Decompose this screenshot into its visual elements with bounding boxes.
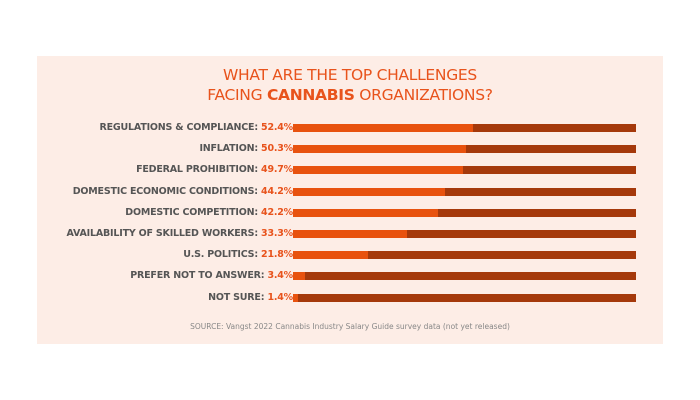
- value-label: 1.4%: [267, 291, 293, 303]
- value-label: 49.7%: [261, 164, 293, 176]
- bar-label: U.S. POLITICS: 21.8%: [183, 248, 293, 262]
- bar-fill: [293, 187, 445, 196]
- bar-fill: [293, 208, 438, 217]
- value-label: 3.4%: [267, 270, 293, 282]
- category-label: REGULATIONS & COMPLIANCE:: [99, 122, 259, 133]
- bar-fill: [293, 272, 305, 281]
- title-emphasis: CANNABIS: [266, 86, 355, 104]
- bar-row: DOMESTIC COMPETITION: 42.2%: [37, 206, 663, 220]
- bar-row: AVAILABILITY OF SKILLED WORKERS: 33.3%: [37, 227, 663, 241]
- bar-track: [293, 251, 636, 260]
- bar-track: [293, 124, 636, 132]
- bar-track: [293, 145, 636, 154]
- value-label: 21.8%: [261, 249, 293, 261]
- bar-label: FEDERAL PROHIBITION: 49.7%: [136, 163, 293, 177]
- bar-row: INFLATION: 50.3%: [37, 142, 663, 156]
- bar-track: [293, 208, 636, 217]
- category-label: FEDERAL PROHIBITION:: [136, 164, 258, 176]
- bar-label: DOMESTIC COMPETITION: 42.2%: [125, 206, 293, 220]
- bar-track: [293, 272, 636, 281]
- value-label: 33.3%: [261, 228, 293, 239]
- bar-label: DOMESTIC ECONOMIC CONDITIONS: 44.2%: [73, 185, 293, 199]
- bar-fill: [293, 166, 464, 175]
- bar-row: PREFER NOT TO ANSWER: 3.4%: [37, 269, 663, 283]
- category-label: AVAILABILITY OF SKILLED WORKERS:: [66, 228, 259, 239]
- title-part: FACING: [207, 86, 267, 104]
- bar-track: [293, 166, 636, 175]
- category-label: U.S. POLITICS:: [183, 249, 258, 261]
- bar-label: REGULATIONS & COMPLIANCE: 52.4%: [99, 121, 294, 135]
- bar-label: NOT SURE: 1.4%: [208, 291, 293, 305]
- bar-row: REGULATIONS & COMPLIANCE: 52.4%: [37, 121, 663, 135]
- value-label: 42.2%: [261, 206, 293, 218]
- bar-fill: [293, 230, 408, 238]
- category-label: INFLATION:: [199, 143, 258, 155]
- bar-fill: [293, 145, 466, 154]
- bar-track: [293, 293, 636, 302]
- bar-fill: [293, 251, 368, 260]
- bar-row: DOMESTIC ECONOMIC CONDITIONS: 44.2%: [37, 185, 663, 199]
- bar-label: AVAILABILITY OF SKILLED WORKERS: 33.3%: [67, 227, 294, 241]
- category-label: DOMESTIC ECONOMIC CONDITIONS:: [72, 185, 258, 197]
- title-part: ORGANIZATIONS?: [354, 86, 493, 104]
- value-label: 44.2%: [261, 185, 293, 197]
- chart-title: WHAT ARE THE TOP CHALLENGES FACING CANNAB…: [37, 65, 663, 105]
- category-label: NOT SURE:: [208, 291, 265, 303]
- category-label: PREFER NOT TO ANSWER:: [130, 270, 265, 282]
- bar-row: FEDERAL PROHIBITION: 49.7%: [37, 163, 663, 177]
- category-label: DOMESTIC COMPETITION:: [125, 206, 258, 218]
- bar-fill: [293, 293, 298, 302]
- chart-panel: WHAT ARE THE TOP CHALLENGES FACING CANNAB…: [37, 56, 663, 344]
- bar-fill: [293, 124, 473, 132]
- source-note: SOURCE: Vangst 2022 Cannabis Industry Sa…: [190, 322, 510, 331]
- bar-row: NOT SURE: 1.4%: [37, 291, 663, 305]
- bar-row: U.S. POLITICS: 21.8%: [37, 248, 663, 262]
- bar-track: [293, 187, 636, 196]
- value-label: 50.3%: [261, 143, 293, 155]
- value-label: 52.4%: [261, 122, 293, 133]
- bar-track: [293, 230, 636, 238]
- bar-label: PREFER NOT TO ANSWER: 3.4%: [130, 269, 293, 283]
- bar-label: INFLATION: 50.3%: [199, 142, 293, 156]
- title-line-1: WHAT ARE THE TOP CHALLENGES: [223, 66, 477, 84]
